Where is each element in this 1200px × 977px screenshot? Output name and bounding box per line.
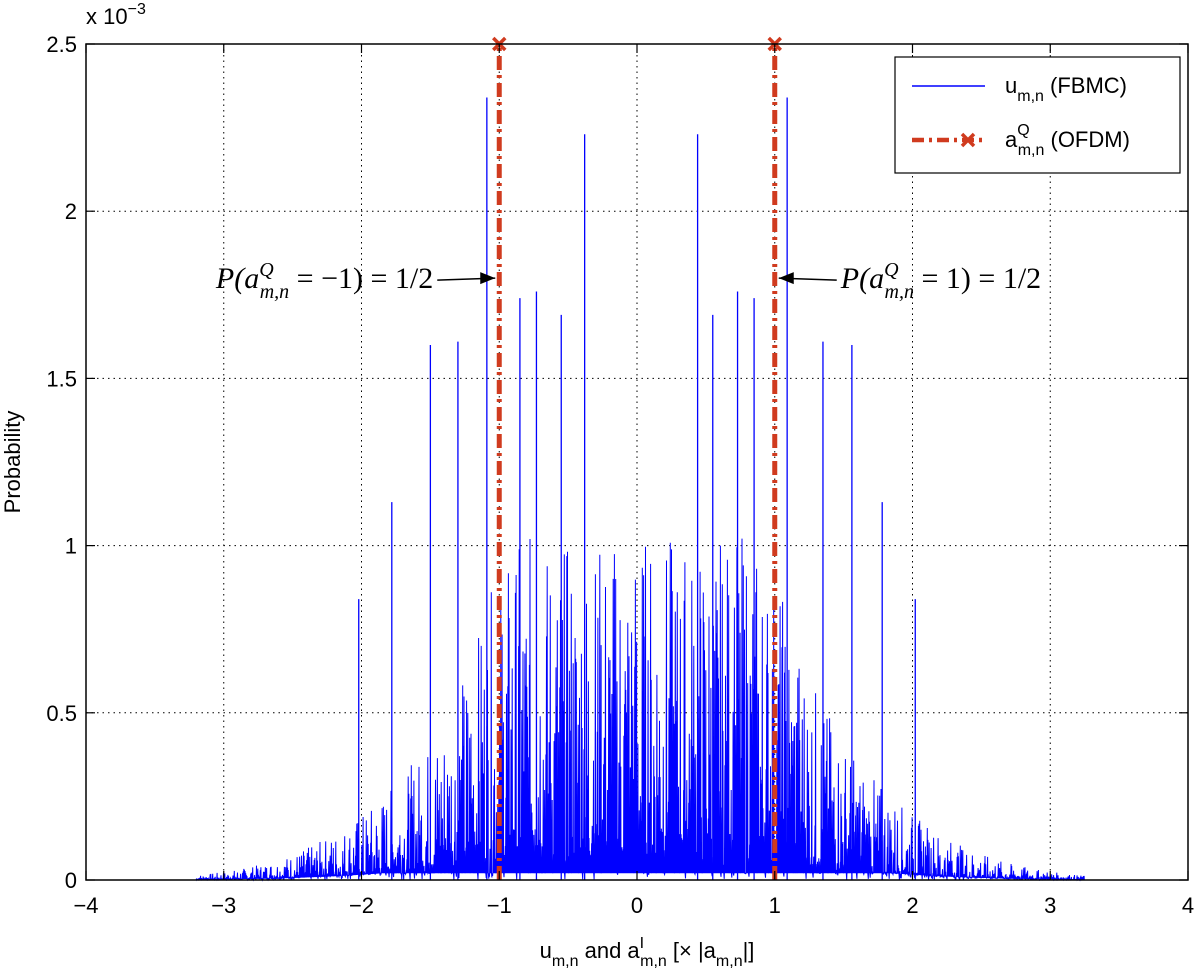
- annotation-right-arrowhead: [778, 272, 794, 285]
- y-tick-label: 0.5: [46, 701, 77, 726]
- legend-fbmc-base: u: [1005, 73, 1017, 98]
- annotation-right-suffix: = 1) = 1/2: [914, 262, 1041, 295]
- legend-ofdm-sub: m,n: [1018, 142, 1045, 159]
- annotation-right-sub: m,n: [885, 281, 914, 303]
- x-tick-label: −2: [349, 893, 374, 918]
- series-fbmc: [195, 97, 1086, 882]
- x-tick-label: −3: [211, 893, 236, 918]
- annotation-left-sup: Q: [259, 259, 274, 281]
- y-axis-exponent: x 10−3: [86, 1, 146, 29]
- axis-ticks: [85, 43, 1189, 881]
- legend-ofdm-marker: [960, 132, 976, 148]
- annotation-left-suffix: = −1) = 1/2: [289, 262, 433, 295]
- y-tick-label: 1: [65, 534, 77, 559]
- annotation-left-prefix: P(a: [215, 262, 259, 295]
- x-tick-label: 4: [1182, 893, 1194, 918]
- annotation-right-prefix: P(a: [840, 262, 884, 295]
- legend-fbmc-sub: m,n: [1017, 88, 1044, 105]
- x-label-end: |]: [743, 938, 755, 963]
- x-tick-label: 1: [769, 893, 781, 918]
- x-label-tail-sub: m,n: [716, 953, 743, 970]
- fbmc-trace: [195, 538, 1086, 882]
- x-tick-label: −1: [487, 893, 512, 918]
- x-axis-label: um,n and aI m,n [× |am,n|]: [540, 935, 755, 970]
- annotation-left-arrowhead: [480, 272, 496, 285]
- legend-ofdm-x: [960, 132, 976, 148]
- legend-ofdm-base: a: [1005, 127, 1018, 152]
- annotation-left-sub: m,n: [260, 281, 289, 303]
- x-tick-label: −4: [73, 893, 98, 918]
- x-tick-label: 3: [1044, 893, 1056, 918]
- x-label-tail: [× |a: [667, 938, 717, 963]
- y-tick-label: 2: [65, 199, 77, 224]
- legend-box: [894, 56, 1181, 174]
- annotation-right-sup: Q: [884, 259, 899, 281]
- annotation-right: P(aQ m,n = 1) = 1/2: [840, 259, 1041, 303]
- legend-ofdm-label: aQ m,n (OFDM): [1005, 122, 1130, 159]
- y-tick-label: 0: [65, 868, 77, 893]
- legend-ofdm-rest: (OFDM): [1044, 127, 1130, 152]
- annotation-left: P(aQ m,n = −1) = 1/2: [215, 259, 433, 303]
- legend-fbmc-rest: (FBMC): [1044, 73, 1127, 98]
- x-label-main-sub: m,n: [552, 953, 579, 970]
- legend-fbmc-label: um,n (FBMC): [1005, 73, 1127, 105]
- legend-ofdm-sup: Q: [1017, 122, 1029, 139]
- x-label-main: u: [540, 938, 552, 963]
- y-exponent-power: −3: [128, 1, 146, 18]
- x-label-mid: and a: [578, 938, 640, 963]
- y-tick-label: 1.5: [46, 366, 77, 391]
- y-exponent-base: x 10: [86, 4, 128, 29]
- x-tick-label: 2: [906, 893, 918, 918]
- tick-labels: −4 −3 −2 −1 0 1 2 3 4 0 0.5 1 1.5 2 2.5: [46, 32, 1194, 918]
- annotations: P(aQ m,n = −1) = 1/2 P(aQ m,n = 1) = 1/2: [215, 259, 1041, 303]
- y-axis-label: Probability: [0, 411, 25, 514]
- annotation-arrows: [437, 272, 837, 285]
- x-tick-label: 0: [631, 893, 643, 918]
- x-label-mid-sub: m,n: [640, 953, 667, 970]
- y-tick-label: 2.5: [46, 32, 77, 57]
- x-label-mid-sup: I: [640, 935, 644, 952]
- legend: um,n (FBMC) aQ m,n (OFDM): [894, 56, 1181, 174]
